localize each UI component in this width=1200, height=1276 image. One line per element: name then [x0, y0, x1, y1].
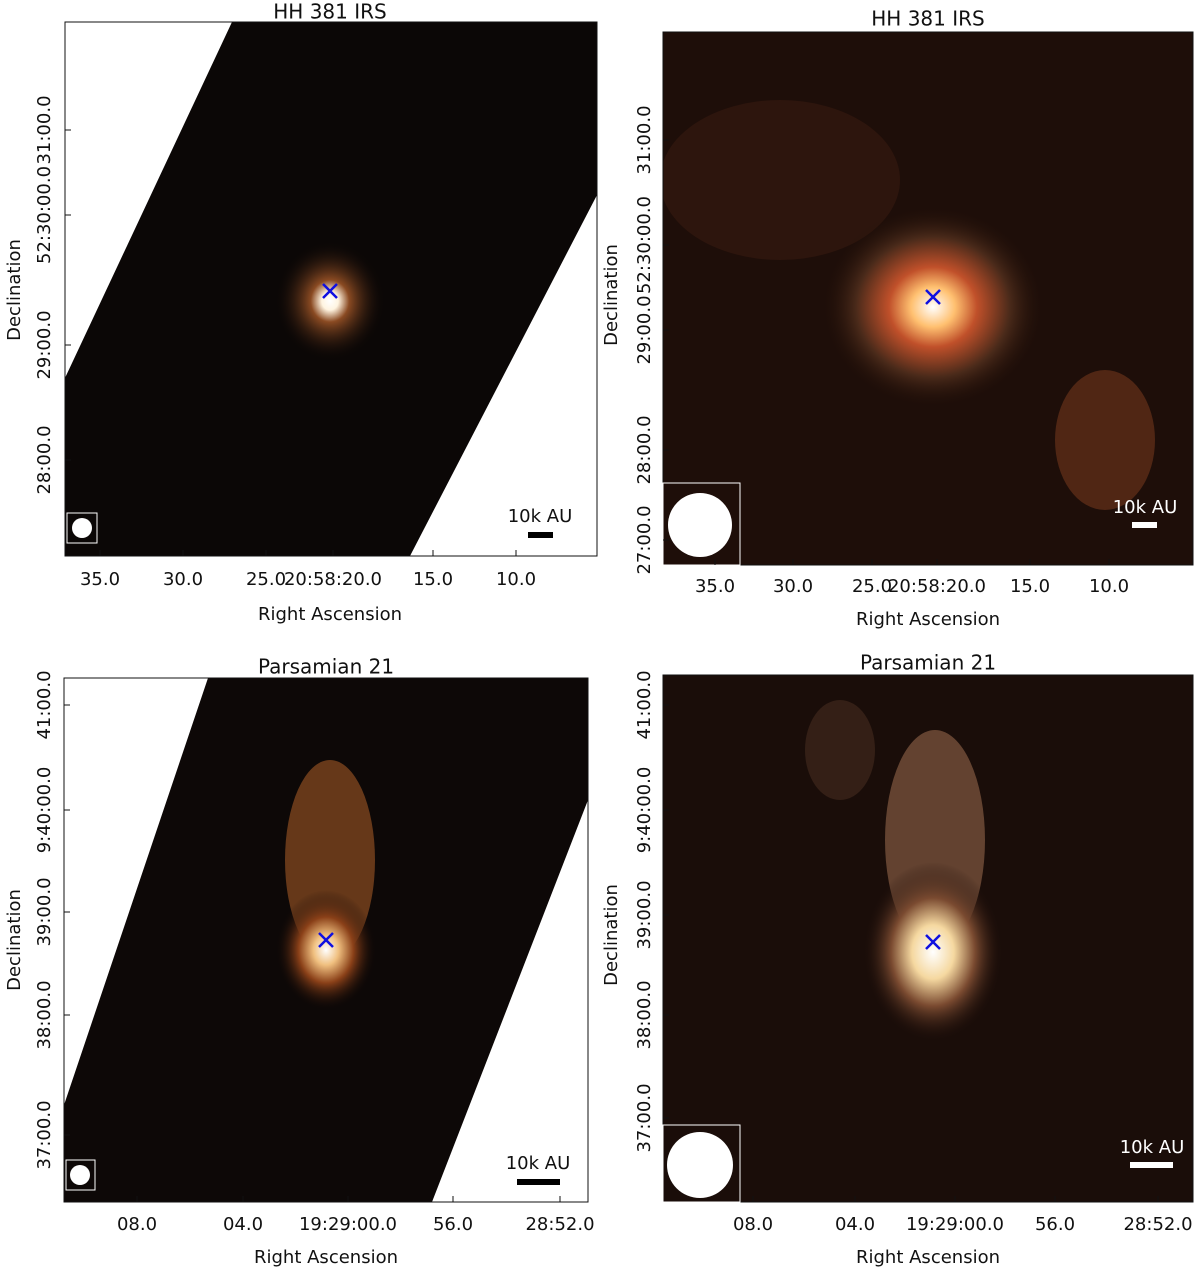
panel-title: HH 381 IRS — [273, 0, 386, 24]
y-tick-label: 31:00.0 — [634, 105, 655, 174]
y-tick-label: 9:40:00.0 — [634, 767, 655, 854]
panel: 10k AU Parsamian 21 08.0 04.0 19:29:00.0 56.0… — [4, 655, 595, 1269]
y-tick-label: 37:00.0 — [634, 1083, 655, 1152]
x-tick-label: 30.0 — [163, 569, 203, 590]
scale-bar-label: 10k AU — [506, 1153, 571, 1174]
source-glow — [276, 890, 376, 1010]
y-tick-label: 28:00.0 — [34, 425, 55, 494]
y-tick-label: 39:00.0 — [634, 880, 655, 949]
nebulosity — [1055, 370, 1155, 510]
source-marker — [322, 283, 338, 299]
y-tick-label: 9:40:00.0 — [34, 767, 55, 854]
y-axis-label: Declination — [601, 244, 622, 346]
y-axis-label: Declination — [4, 889, 25, 991]
beam-box — [662, 1124, 741, 1203]
source-marker — [925, 289, 941, 305]
x-tick-label: 25.0 — [852, 576, 892, 597]
x-tick-label: 15.0 — [413, 569, 453, 590]
panel-title: HH 381 IRS — [871, 7, 984, 31]
y-tick-label: 27:00.0 — [634, 505, 655, 574]
source-marker — [925, 934, 941, 950]
y-tick-label: 41:00.0 — [34, 670, 55, 739]
image — [663, 32, 1193, 565]
frame — [662, 674, 1194, 1203]
nebulosity — [663, 100, 900, 260]
scale-bar-label: 10k AU — [1113, 497, 1178, 518]
scale-bar-label: 10k AU — [508, 506, 573, 527]
y-tick-label: 31:00.0 — [34, 95, 55, 164]
x-tick-label: 04.0 — [835, 1214, 875, 1235]
x-tick-label: 56.0 — [1035, 1214, 1075, 1235]
beam-box — [66, 512, 98, 544]
x-tick-label: 35.0 — [695, 576, 735, 597]
y-tick-label: 29:00.0 — [34, 310, 55, 379]
x-tick-label: 20:58:20.0 — [888, 576, 986, 597]
x-tick-label: 15.0 — [1010, 576, 1050, 597]
y-axis-label: Declination — [4, 239, 25, 341]
frame — [662, 31, 1194, 566]
beam — [668, 493, 732, 557]
frame — [63, 677, 589, 1203]
x-tick-label: 28:52.0 — [1123, 1214, 1192, 1235]
x-tick-label: 04.0 — [223, 1214, 263, 1235]
x-tick-label: 20:58:20.0 — [284, 569, 382, 590]
x-tick-label: 19:29:00.0 — [299, 1214, 397, 1235]
beam-box — [65, 1159, 96, 1191]
frame — [64, 21, 598, 557]
beam — [72, 518, 92, 538]
panel: 10k AU HH 381 IRS 35.0 30.0 25.020:58:20.0 15… — [4, 0, 598, 625]
x-tick-label: 10.0 — [496, 569, 536, 590]
y-tick-label: 52:30:00.0 — [634, 196, 655, 294]
panel: 10k AU Parsamian 21 08.0 04.0 19:29:00.0 56.0… — [601, 651, 1194, 1268]
source-glow — [863, 862, 1003, 1042]
y-tick-label: 37:00.0 — [34, 1100, 55, 1169]
y-tick-label: 41:00.0 — [634, 670, 655, 739]
source-glow — [823, 207, 1043, 407]
source-glow — [275, 241, 385, 361]
y-tick-label: 38:00.0 — [34, 980, 55, 1049]
x-tick-label: 56.0 — [433, 1214, 473, 1235]
x-axis-label: Right Ascension — [856, 609, 1000, 630]
y-tick-label: 29:00.0 — [634, 295, 655, 364]
panel-title: Parsamian 21 — [860, 651, 996, 675]
x-tick-label: 10.0 — [1089, 576, 1129, 597]
y-tick-label: 38:00.0 — [634, 980, 655, 1049]
x-tick-label: 25.0 — [246, 569, 286, 590]
beam — [70, 1165, 90, 1185]
x-tick-label: 08.0 — [733, 1214, 773, 1235]
y-tick-label: 52:30:00.0 — [34, 166, 55, 264]
beam-box — [662, 482, 741, 566]
y-tick-label: 39:00.0 — [34, 877, 55, 946]
x-tick-label: 08.0 — [117, 1214, 157, 1235]
y-tick-label: 28:00.0 — [634, 415, 655, 484]
x-tick-label: 35.0 — [80, 569, 120, 590]
panel-title: Parsamian 21 — [258, 655, 394, 679]
panel: 10k AU HH 381 IRS 35.0 30.0 25.020:58:20.0 15… — [601, 7, 1194, 630]
x-axis-label: Right Ascension — [258, 604, 402, 625]
x-tick-label: 19:29:00.0 — [906, 1214, 1004, 1235]
x-axis-label: Right Ascension — [254, 1247, 398, 1268]
x-tick-label: 30.0 — [773, 576, 813, 597]
x-tick-label: 28:52.0 — [525, 1214, 594, 1235]
x-axis-label: Right Ascension — [856, 1247, 1000, 1268]
nebulosity — [805, 700, 875, 800]
scale-bar-label: 10k AU — [1120, 1137, 1185, 1158]
source-marker — [318, 932, 334, 948]
beam — [667, 1132, 733, 1198]
y-axis-label: Declination — [601, 884, 622, 986]
